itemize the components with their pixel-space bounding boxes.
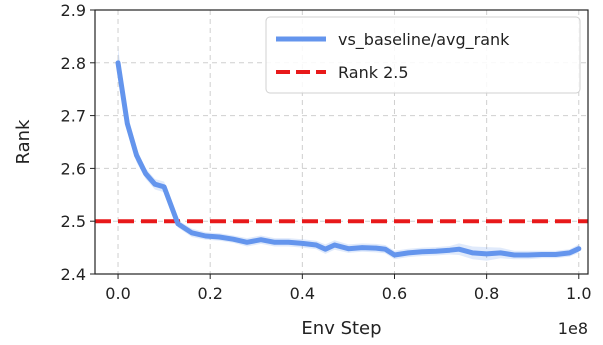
data-point bbox=[332, 242, 337, 248]
y-tick-label: 2.6 bbox=[61, 159, 86, 178]
y-tick-label: 2.9 bbox=[61, 1, 86, 20]
x-tick-label: 0.4 bbox=[290, 284, 315, 303]
legend: vs_baseline/avg_rank Rank 2.5 bbox=[265, 16, 581, 94]
data-point bbox=[392, 252, 397, 258]
data-point bbox=[161, 184, 167, 190]
y-axis-label: Rank bbox=[13, 119, 34, 165]
data-point bbox=[134, 153, 139, 158]
data-point bbox=[231, 236, 236, 242]
y-tick-label: 2.7 bbox=[61, 107, 86, 126]
data-point bbox=[115, 60, 121, 65]
series-line-avg-rank bbox=[115, 60, 582, 258]
data-point bbox=[567, 250, 572, 256]
plot-frame bbox=[94, 9, 589, 275]
data-point bbox=[152, 182, 158, 187]
x-tick-label: 0.2 bbox=[197, 284, 222, 303]
y-tick-label: 2.5 bbox=[61, 212, 86, 231]
data-point bbox=[360, 245, 365, 250]
data-point bbox=[470, 250, 476, 256]
series-points bbox=[115, 60, 581, 258]
data-point bbox=[143, 171, 148, 176]
x-axis-label: Env Step bbox=[301, 318, 381, 339]
legend-label-avg-rank: vs_baseline/avg_rank bbox=[338, 30, 510, 50]
x-tick-label: 1.0 bbox=[566, 284, 591, 303]
axis-ticks: 0.0 0.2 0.4 0.6 0.8 1.0 2.4 2.5 2.6 2.7 2.8 2.9 bbox=[61, 1, 592, 303]
data-point bbox=[498, 250, 503, 256]
legend-box bbox=[265, 16, 581, 94]
data-point bbox=[244, 240, 250, 245]
data-point bbox=[189, 230, 194, 236]
data-point bbox=[286, 240, 291, 245]
data-point bbox=[512, 252, 517, 258]
data-point bbox=[433, 249, 439, 254]
data-point bbox=[456, 246, 462, 252]
data-point bbox=[300, 241, 305, 246]
y-tick-label: 2.8 bbox=[61, 54, 86, 73]
data-point bbox=[525, 252, 531, 258]
x-tick-label: 0.6 bbox=[382, 284, 407, 303]
y-tick-label: 2.4 bbox=[61, 265, 86, 284]
data-point bbox=[576, 246, 581, 251]
x-axis-offset-label: 1e8 bbox=[558, 319, 588, 338]
data-point bbox=[447, 248, 452, 253]
x-tick-label: 0.8 bbox=[474, 284, 499, 303]
data-point bbox=[313, 242, 319, 248]
data-point bbox=[323, 246, 328, 252]
data-point bbox=[125, 121, 130, 126]
data-point bbox=[258, 237, 264, 242]
data-point bbox=[419, 249, 425, 255]
data-point bbox=[217, 234, 222, 240]
legend-label-rank-2-5: Rank 2.5 bbox=[338, 63, 409, 82]
data-point bbox=[346, 246, 351, 251]
data-point bbox=[406, 250, 411, 256]
data-point bbox=[539, 252, 545, 257]
data-point bbox=[175, 221, 181, 227]
data-point bbox=[203, 233, 208, 239]
data-point bbox=[373, 245, 379, 251]
data-point bbox=[484, 251, 489, 257]
x-tick-label: 0.0 bbox=[105, 284, 130, 303]
data-point bbox=[553, 252, 558, 257]
data-point bbox=[383, 246, 388, 252]
data-point bbox=[272, 240, 277, 245]
